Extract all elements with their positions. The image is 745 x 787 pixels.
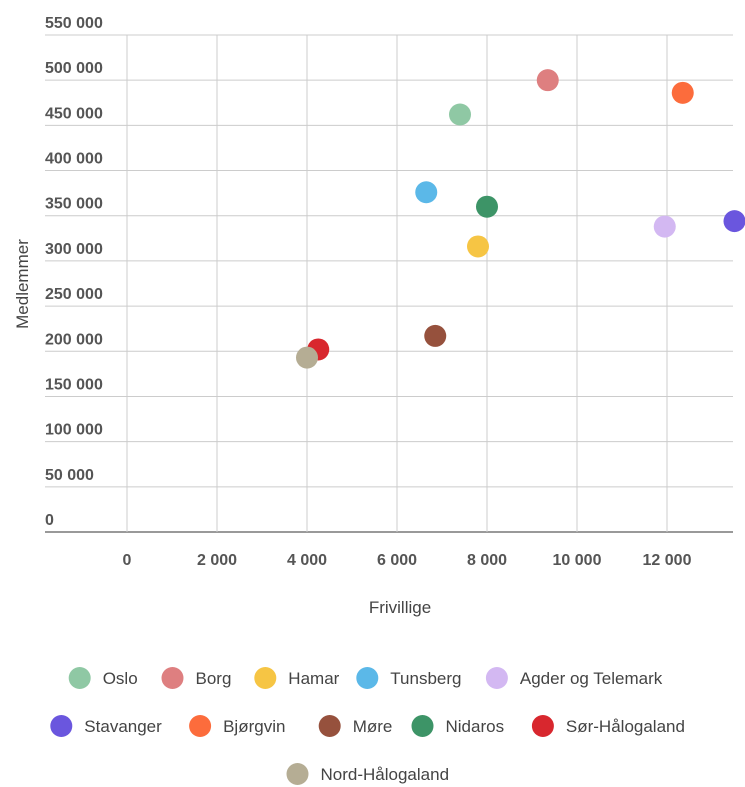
y-tick-label: 200 000 — [45, 331, 103, 348]
y-tick-label: 550 000 — [45, 15, 103, 32]
legend-label: Oslo — [103, 669, 138, 688]
x-axis-title: Frivillige — [369, 598, 431, 617]
legend-marker — [485, 667, 508, 689]
data-point — [536, 69, 559, 92]
legend-label: Agder og Telemark — [520, 669, 663, 688]
x-tick-label: 8 000 — [467, 552, 507, 569]
data-points — [296, 69, 745, 369]
x-tick-label: 0 — [123, 552, 132, 569]
data-point — [415, 181, 438, 204]
legend-label: Borg — [196, 669, 232, 688]
y-tick-label: 500 000 — [45, 60, 103, 77]
legend-item: Nidaros — [411, 715, 505, 737]
legend-label: Bjørgvin — [223, 717, 285, 736]
data-point — [476, 195, 498, 218]
y-tick-label: 350 000 — [45, 196, 103, 213]
legend-marker — [161, 667, 184, 689]
y-axis-ticks: 0 50 000 100 000 150 000 200 000 250 000 300 0… — [45, 15, 103, 529]
legend-marker — [411, 715, 434, 737]
legend-item: Borg — [161, 667, 232, 689]
legend-item: Hamar — [254, 667, 340, 689]
legend-item: Møre — [318, 715, 393, 737]
legend-item: Nord-Hålogaland — [286, 763, 450, 785]
x-axis-ticks: 0 2 000 4 000 6 000 8 000 10 000 12 000 — [123, 552, 692, 569]
legend-item: Agder og Telemark — [485, 667, 663, 689]
y-axis-title: Medlemmer — [13, 239, 32, 329]
data-point — [467, 235, 489, 258]
y-tick-label: 300 000 — [45, 241, 103, 258]
y-tick-label: 400 000 — [45, 151, 103, 168]
legend-label: Møre — [353, 717, 393, 736]
legend-item: Stavanger — [50, 715, 162, 737]
legend-label: Tunsberg — [390, 669, 461, 688]
data-point — [653, 215, 676, 238]
data-point — [449, 103, 471, 126]
legend-marker — [68, 667, 91, 689]
legend-marker — [189, 715, 212, 737]
x-tick-label: 10 000 — [553, 552, 602, 569]
legend-item: Sør-Hålogaland — [531, 715, 685, 737]
legend: Oslo Borg Hamar Tunsberg Agder og Telemark St… — [50, 667, 685, 785]
y-tick-label: 250 000 — [45, 286, 103, 303]
y-tick-label: 450 000 — [45, 105, 103, 122]
legend-item: Tunsberg — [356, 667, 461, 689]
legend-marker — [531, 715, 554, 737]
data-point — [671, 81, 694, 104]
grid-lines — [45, 34, 733, 533]
legend-label: Nidaros — [446, 717, 505, 736]
legend-marker — [254, 667, 277, 689]
x-tick-label: 2 000 — [197, 552, 237, 569]
data-point — [424, 324, 447, 347]
legend-label: Nord-Hålogaland — [321, 765, 450, 784]
legend-label: Stavanger — [84, 717, 162, 736]
x-tick-label: 12 000 — [643, 552, 692, 569]
x-tick-label: 4 000 — [287, 552, 327, 569]
y-tick-label: 100 000 — [45, 422, 103, 439]
data-point — [296, 346, 318, 369]
legend-marker — [318, 715, 341, 737]
y-tick-label: 50 000 — [45, 467, 94, 484]
x-tick-label: 6 000 — [377, 552, 417, 569]
legend-marker — [50, 715, 73, 737]
legend-marker — [286, 763, 309, 785]
legend-label: Hamar — [288, 669, 339, 688]
legend-item: Bjørgvin — [189, 715, 285, 737]
y-tick-label: 150 000 — [45, 376, 103, 393]
legend-label: Sør-Hålogaland — [566, 717, 685, 736]
data-point — [723, 210, 745, 233]
legend-item: Oslo — [68, 667, 138, 689]
y-tick-label: 0 — [45, 512, 54, 529]
legend-marker — [356, 667, 379, 689]
